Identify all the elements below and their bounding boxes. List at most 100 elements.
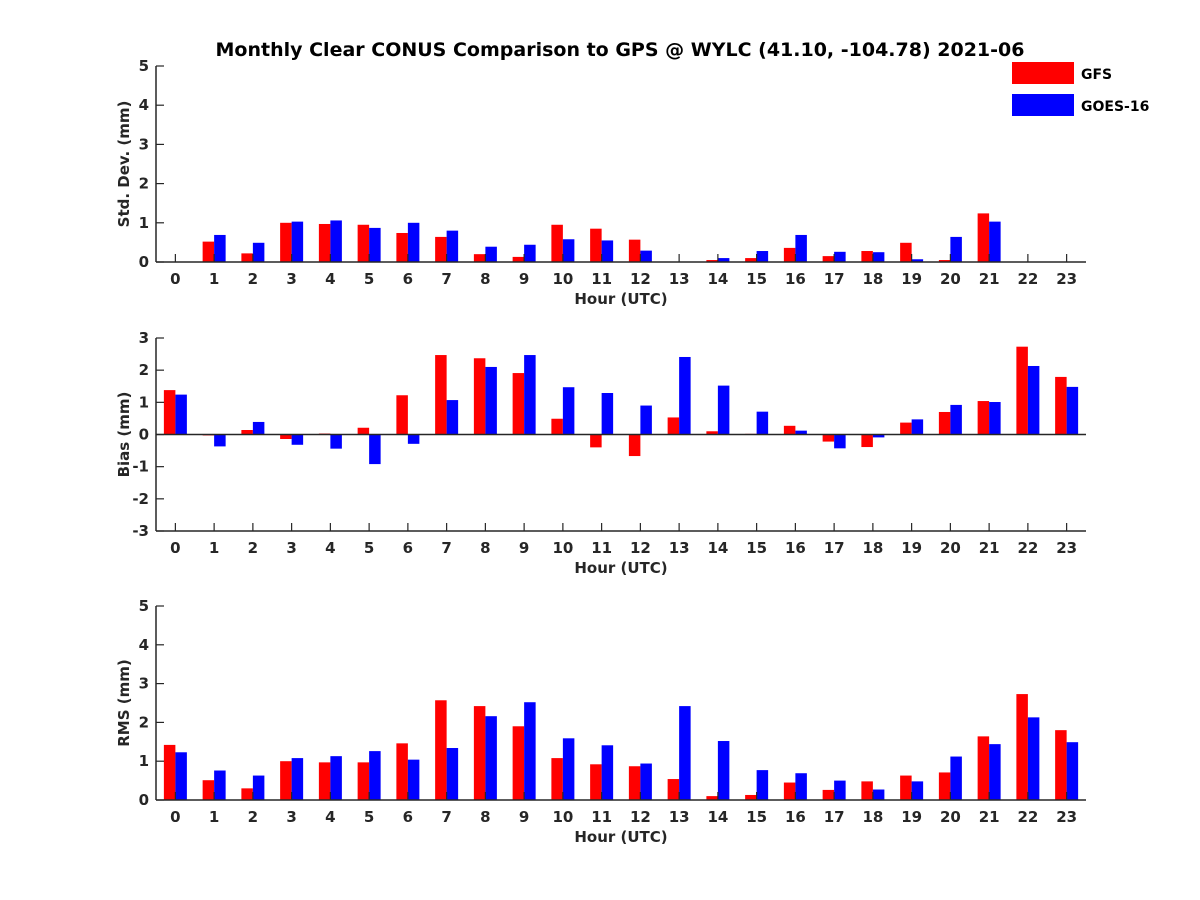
rms-bar-gfs-hour-9 [512,726,525,800]
bias-bar-gfs-hour-14 [706,431,718,435]
bias-bar-gfs-hour-8 [473,358,486,435]
bias-y-tick-label: 1 [139,393,149,411]
bias-x-tick-label: 3 [286,539,296,557]
bias-bar-gfs-hour-20 [938,411,951,435]
bias-x-tick-label: 7 [441,539,451,557]
bias-x-tick-label: 2 [248,539,258,557]
bias-bar-gfs-hour-10 [551,418,563,435]
stddev-bar-gfs-hour-9 [512,256,525,262]
bias-bar-goes16-hour-7 [446,400,459,435]
stddev-x-tick-label: 12 [630,270,651,288]
stddev-bar-goes16-hour-4 [330,220,342,262]
stddev-y-tick-label: 1 [139,214,149,232]
rms-bar-goes16-hour-12 [640,763,652,800]
bias-x-tick-label: 0 [170,539,180,557]
rms-x-tick-label: 2 [248,808,258,826]
rms-bar-goes16-hour-17 [834,780,846,800]
bias-bar-goes16-hour-3 [291,434,304,445]
legend-label-goes16: GOES-16 [1081,99,1149,115]
bias-bar-goes16-hour-0 [175,394,187,435]
rms-x-tick-label: 5 [364,808,374,826]
stddev-bar-goes16-hour-11 [601,240,614,262]
stddev-x-tick-label: 19 [901,270,922,288]
stddev-bar-gfs-hour-10 [551,224,563,262]
rms-bar-goes16-hour-21 [989,744,1001,800]
stddev-bar-goes16-hour-8 [485,246,497,262]
legend-label-gfs: GFS [1081,67,1112,83]
rms-x-tick-label: 11 [591,808,612,826]
bias-x-tick-label: 4 [325,539,335,557]
stddev-y-tick-label: 4 [139,96,149,114]
stddev-x-tick-label: 17 [824,270,845,288]
stddev-bar-gfs-hour-17 [822,256,835,262]
bias-bar-goes16-hour-12 [640,405,652,435]
bias-bar-goes16-hour-6 [407,434,420,444]
bias-bar-gfs-hour-21 [977,401,990,435]
stddev-x-tick-label: 7 [441,270,451,288]
stddev-bar-goes16-hour-10 [562,239,575,262]
stddev-bar-goes16-hour-18 [872,252,885,262]
stddev-bar-goes16-hour-21 [989,221,1001,262]
rms-bar-gfs-hour-0 [163,744,176,800]
rms-bar-goes16-hour-13 [679,706,691,800]
rms-bar-gfs-hour-1 [202,780,215,800]
rms-bar-goes16-hour-20 [950,756,962,800]
stddev-bar-gfs-hour-16 [783,247,796,262]
rms-bar-gfs-hour-8 [473,706,486,800]
rms-bar-gfs-hour-11 [590,764,602,800]
bias-x-tick-label: 22 [1017,539,1038,557]
rms-bar-gfs-hour-18 [861,781,873,800]
stddev-bar-goes16-hour-7 [446,230,459,262]
stddev-bar-gfs-hour-19 [900,242,912,262]
stddev-bar-gfs-hour-15 [745,258,757,262]
stddev-x-tick-label: 14 [707,270,728,288]
bias-bar-goes16-hour-19 [911,419,924,435]
bias-bar-gfs-hour-11 [590,434,602,448]
rms-bar-gfs-hour-2 [241,788,253,800]
stddev-bar-gfs-hour-5 [357,224,370,262]
bias-bar-goes16-hour-16 [795,430,807,435]
bias-bar-goes16-hour-22 [1027,365,1040,435]
bias-x-tick-label: 23 [1056,539,1077,557]
rms-bar-gfs-hour-7 [435,700,447,800]
rms-bar-gfs-hour-14 [706,796,718,800]
legend: GFS GOES-16 [1012,62,1149,116]
bias-x-axis-title: Hour (UTC) [574,559,667,577]
bias-bar-gfs-hour-16 [783,425,796,435]
bias-x-tick-label: 10 [552,539,573,557]
stddev-x-tick-label: 5 [364,270,374,288]
stddev-bar-gfs-hour-1 [202,241,215,262]
rms-bar-goes16-hour-16 [795,773,807,800]
stddev-bar-gfs-hour-3 [280,222,292,262]
bias-y-tick-label: 3 [139,329,149,347]
bias-bar-gfs-hour-2 [241,430,253,435]
bias-x-tick-label: 19 [901,539,922,557]
bias-bar-goes16-hour-5 [369,434,381,465]
rms-bar-gfs-hour-17 [822,789,835,800]
stddev-bar-goes16-hour-6 [407,222,420,262]
rms-bar-gfs-hour-16 [783,782,796,800]
bias-bar-goes16-hour-15 [756,411,769,435]
bias-bar-gfs-hour-7 [435,355,447,435]
rms-bar-goes16-hour-8 [485,716,497,800]
rms-bar-gfs-hour-13 [667,779,680,800]
stddev-y-tick-label: 3 [139,135,149,153]
rms-bar-gfs-hour-4 [318,762,331,800]
rms-x-tick-label: 22 [1017,808,1038,826]
stddev-y-tick-label: 5 [139,57,149,75]
bias-bar-gfs-hour-23 [1055,376,1067,435]
rms-x-tick-label: 1 [209,808,219,826]
bias-bar-goes16-hour-21 [989,402,1001,435]
bias-bar-goes16-hour-1 [214,434,226,447]
rms-x-axis-title: Hour (UTC) [574,828,667,846]
bias-bar-goes16-hour-18 [872,434,885,438]
rms-bar-goes16-hour-14 [717,741,730,800]
rms-bar-goes16-hour-18 [872,789,885,800]
rms-bar-gfs-hour-15 [745,794,757,800]
rms-x-tick-label: 23 [1056,808,1077,826]
stddev-bar-gfs-hour-14 [706,260,718,262]
stddev-bar-goes16-hour-17 [834,251,846,262]
stddev-x-axis-title: Hour (UTC) [574,290,667,308]
rms-bar-goes16-hour-11 [601,745,614,800]
